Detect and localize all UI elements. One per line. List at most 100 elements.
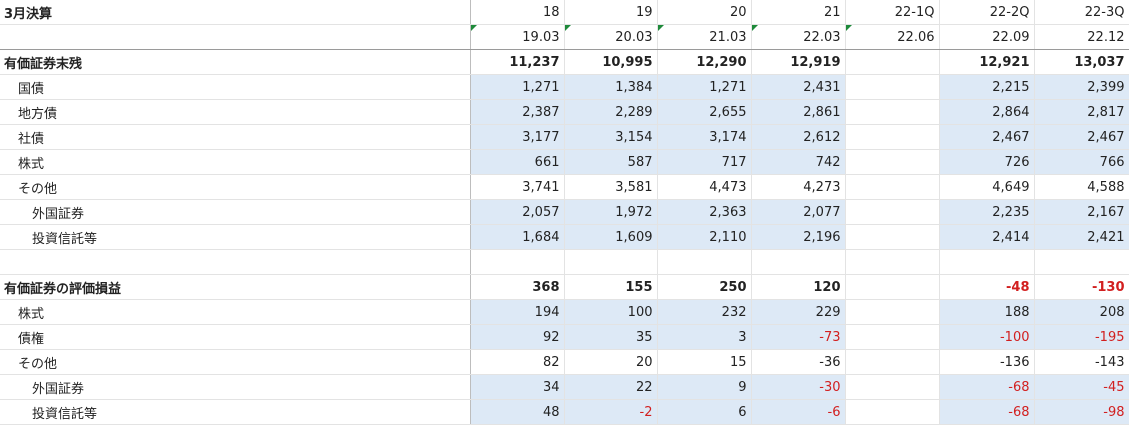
value-cell[interactable]: 100: [564, 299, 658, 325]
value-cell[interactable]: 92: [470, 324, 565, 350]
value-cell[interactable]: 9: [657, 374, 752, 400]
value-cell[interactable]: 2,077: [751, 199, 846, 225]
value-cell[interactable]: -36: [751, 349, 846, 375]
row-label[interactable]: 外国証券: [0, 199, 471, 225]
value-cell[interactable]: 2,235: [939, 199, 1035, 225]
value-cell[interactable]: 2,467: [939, 124, 1035, 150]
value-cell[interactable]: 766: [1034, 149, 1129, 175]
value-cell[interactable]: [657, 249, 752, 275]
value-cell[interactable]: 6: [657, 399, 752, 425]
row-label[interactable]: [0, 249, 471, 275]
period-cell[interactable]: 21: [751, 0, 846, 25]
value-cell[interactable]: 194: [470, 299, 565, 325]
value-cell[interactable]: 15: [657, 349, 752, 375]
value-cell[interactable]: 3,741: [470, 174, 565, 200]
row-label[interactable]: 株式: [0, 149, 471, 175]
value-cell[interactable]: 2,864: [939, 99, 1035, 125]
value-cell[interactable]: -136: [939, 349, 1035, 375]
period-cell[interactable]: 22-1Q: [845, 0, 940, 25]
value-cell[interactable]: [845, 349, 940, 375]
date-cell[interactable]: 21.03: [657, 24, 752, 50]
value-cell[interactable]: 229: [751, 299, 846, 325]
value-cell[interactable]: 661: [470, 149, 565, 175]
row-label[interactable]: 債権: [0, 324, 471, 350]
value-cell[interactable]: 2,387: [470, 99, 565, 125]
value-cell[interactable]: 2,817: [1034, 99, 1129, 125]
value-cell[interactable]: 3,581: [564, 174, 658, 200]
value-cell[interactable]: 12,921: [939, 49, 1035, 75]
row-label[interactable]: 有価証券の評価損益: [0, 274, 471, 300]
value-cell[interactable]: 20: [564, 349, 658, 375]
value-cell[interactable]: [845, 399, 940, 425]
date-cell[interactable]: 20.03: [564, 24, 658, 50]
value-cell[interactable]: -68: [939, 399, 1035, 425]
value-cell[interactable]: [751, 249, 846, 275]
value-cell[interactable]: [845, 374, 940, 400]
row-label[interactable]: 株式: [0, 299, 471, 325]
value-cell[interactable]: 22: [564, 374, 658, 400]
value-cell[interactable]: 2,167: [1034, 199, 1129, 225]
value-cell[interactable]: [845, 249, 940, 275]
period-cell[interactable]: 19: [564, 0, 658, 25]
period-cell[interactable]: 20: [657, 0, 752, 25]
value-cell[interactable]: 13,037: [1034, 49, 1129, 75]
value-cell[interactable]: [845, 174, 940, 200]
row-label[interactable]: 投資信託等: [0, 399, 471, 425]
value-cell[interactable]: [845, 124, 940, 150]
empty-cell[interactable]: [0, 24, 471, 50]
value-cell[interactable]: 208: [1034, 299, 1129, 325]
value-cell[interactable]: 4,273: [751, 174, 846, 200]
value-cell[interactable]: 2,196: [751, 224, 846, 250]
value-cell[interactable]: -100: [939, 324, 1035, 350]
value-cell[interactable]: 2,431: [751, 74, 846, 100]
value-cell[interactable]: 2,655: [657, 99, 752, 125]
value-cell[interactable]: 587: [564, 149, 658, 175]
value-cell[interactable]: [1034, 249, 1129, 275]
period-cell[interactable]: 18: [470, 0, 565, 25]
value-cell[interactable]: 2,215: [939, 74, 1035, 100]
value-cell[interactable]: 34: [470, 374, 565, 400]
row-label[interactable]: 投資信託等: [0, 224, 471, 250]
value-cell[interactable]: 3,154: [564, 124, 658, 150]
date-cell[interactable]: 19.03: [470, 24, 565, 50]
value-cell[interactable]: -98: [1034, 399, 1129, 425]
value-cell[interactable]: 1,271: [470, 74, 565, 100]
period-cell[interactable]: 22-3Q: [1034, 0, 1129, 25]
value-cell[interactable]: 2,467: [1034, 124, 1129, 150]
value-cell[interactable]: [845, 49, 940, 75]
value-cell[interactable]: -195: [1034, 324, 1129, 350]
value-cell[interactable]: 742: [751, 149, 846, 175]
value-cell[interactable]: -30: [751, 374, 846, 400]
value-cell[interactable]: 11,237: [470, 49, 565, 75]
value-cell[interactable]: 35: [564, 324, 658, 350]
value-cell[interactable]: 3: [657, 324, 752, 350]
value-cell[interactable]: 2,289: [564, 99, 658, 125]
date-cell[interactable]: 22.06: [845, 24, 940, 50]
value-cell[interactable]: 82: [470, 349, 565, 375]
value-cell[interactable]: 4,473: [657, 174, 752, 200]
value-cell[interactable]: 1,271: [657, 74, 752, 100]
value-cell[interactable]: -2: [564, 399, 658, 425]
row-label[interactable]: 有価証券末残: [0, 49, 471, 75]
value-cell[interactable]: 1,609: [564, 224, 658, 250]
value-cell[interactable]: [939, 249, 1035, 275]
value-cell[interactable]: -6: [751, 399, 846, 425]
value-cell[interactable]: 2,363: [657, 199, 752, 225]
value-cell[interactable]: 2,399: [1034, 74, 1129, 100]
value-cell[interactable]: 717: [657, 149, 752, 175]
value-cell[interactable]: [845, 199, 940, 225]
value-cell[interactable]: 232: [657, 299, 752, 325]
value-cell[interactable]: 120: [751, 274, 846, 300]
value-cell[interactable]: [470, 249, 565, 275]
value-cell[interactable]: -68: [939, 374, 1035, 400]
value-cell[interactable]: 2,110: [657, 224, 752, 250]
value-cell[interactable]: 2,861: [751, 99, 846, 125]
value-cell[interactable]: 10,995: [564, 49, 658, 75]
value-cell[interactable]: 2,421: [1034, 224, 1129, 250]
value-cell[interactable]: 250: [657, 274, 752, 300]
value-cell[interactable]: [845, 274, 940, 300]
value-cell[interactable]: 2,057: [470, 199, 565, 225]
value-cell[interactable]: -143: [1034, 349, 1129, 375]
value-cell[interactable]: 368: [470, 274, 565, 300]
value-cell[interactable]: 2,414: [939, 224, 1035, 250]
